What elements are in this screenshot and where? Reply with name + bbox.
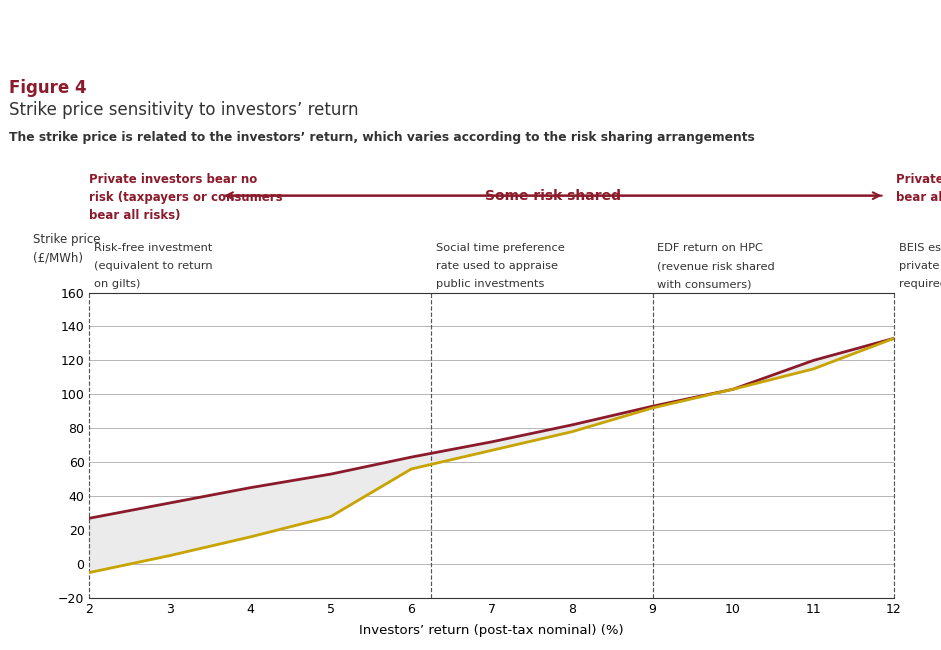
Text: risk (taxpayers or consumers: risk (taxpayers or consumers [89,191,283,204]
Text: Private investors: Private investors [896,173,941,186]
Text: bear all risk: bear all risk [896,191,941,204]
Text: on gilts): on gilts) [94,280,140,289]
Text: rate used to appraise: rate used to appraise [436,261,558,271]
Text: Risk-free investment: Risk-free investment [94,243,213,253]
Text: (£/MWh): (£/MWh) [33,252,83,265]
Text: required¹: required¹ [899,280,941,289]
Text: private return: private return [899,261,941,271]
Text: Social time preference: Social time preference [436,243,565,253]
Text: public investments: public investments [436,280,545,289]
Text: EDF return on HPC: EDF return on HPC [657,243,763,253]
Text: (revenue risk shared: (revenue risk shared [657,261,775,271]
Text: Some risk shared: Some risk shared [485,188,621,203]
Text: Strike price: Strike price [33,233,101,246]
Text: BEIS estimated: BEIS estimated [899,243,941,253]
X-axis label: Investors’ return (post-tax nominal) (%): Investors’ return (post-tax nominal) (%) [359,624,624,637]
Text: Figure 4: Figure 4 [9,79,87,97]
Text: bear all risks): bear all risks) [89,209,181,222]
Text: The strike price is related to the investors’ return, which varies according to : The strike price is related to the inves… [9,131,756,144]
Text: (equivalent to return: (equivalent to return [94,261,213,271]
Text: Private investors bear no: Private investors bear no [89,173,258,186]
Text: with consumers): with consumers) [657,280,752,289]
Text: Strike price sensitivity to investors’ return: Strike price sensitivity to investors’ r… [9,101,359,120]
